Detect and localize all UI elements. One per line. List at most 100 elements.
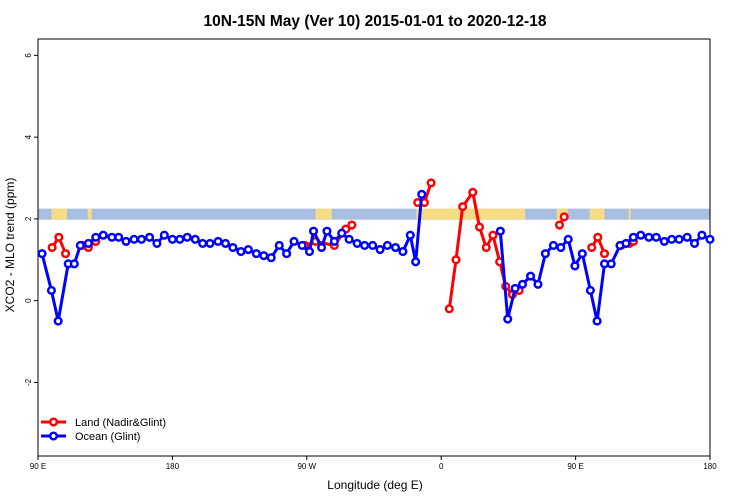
ocean-point xyxy=(570,261,580,271)
ocean-point xyxy=(398,247,408,257)
land-point xyxy=(481,242,491,253)
ocean-point xyxy=(175,234,185,244)
ocean-point xyxy=(682,232,692,242)
chart-title: 10N-15N May (Ver 10) 2015-01-01 to 2020-… xyxy=(204,13,547,30)
plot-frame xyxy=(37,38,711,457)
land-point xyxy=(474,222,485,232)
ocean-point xyxy=(136,234,147,244)
ocean-point xyxy=(510,283,520,293)
ocean-point xyxy=(368,240,378,251)
ocean-point xyxy=(667,234,677,244)
y-tick-label: 0 xyxy=(24,298,33,303)
land-point xyxy=(61,249,71,259)
x-tick-label: 0 xyxy=(439,462,444,471)
legend-land-marker xyxy=(48,417,59,427)
legend-ocean-label: Ocean (Glint) xyxy=(75,431,140,443)
x-tick-label: 90 W xyxy=(297,462,316,471)
ocean-point xyxy=(259,251,269,261)
legend-ocean-marker xyxy=(48,431,59,441)
x-tick-label: 180 xyxy=(166,462,180,471)
ocean-point xyxy=(213,236,223,246)
ocean-point xyxy=(243,244,253,255)
ocean-point xyxy=(495,226,505,236)
ocean-point xyxy=(375,244,385,255)
ocean-point xyxy=(344,234,354,244)
ocean-point xyxy=(563,234,573,244)
map-land-band xyxy=(628,208,631,220)
ocean-point xyxy=(382,240,392,251)
ocean-point xyxy=(114,232,124,242)
ocean-point xyxy=(329,236,339,246)
ocean-point xyxy=(266,253,276,263)
ocean-point xyxy=(592,316,602,326)
land-point xyxy=(426,178,436,188)
ocean-point xyxy=(411,257,421,267)
y-tick-label: 2 xyxy=(24,216,33,221)
ocean-point xyxy=(274,240,284,251)
ocean-point xyxy=(540,249,550,259)
legend-land-label: Land (Nadir&Glint) xyxy=(75,417,166,429)
ocean-point xyxy=(145,232,155,242)
land-point xyxy=(554,220,565,230)
ocean-point xyxy=(628,232,638,242)
ocean-point xyxy=(659,236,669,246)
ocean-point xyxy=(697,230,707,240)
ocean-point xyxy=(689,238,700,248)
land-point xyxy=(54,232,64,242)
y-tick-label: 4 xyxy=(24,134,33,139)
land-point xyxy=(451,255,461,265)
ocean-point xyxy=(46,285,56,295)
x-axis-ticks: 90 E 180 90 W 0 90 E 180 xyxy=(30,456,717,471)
ocean-point xyxy=(360,240,370,251)
ocean-point xyxy=(236,247,246,257)
series-layer xyxy=(37,178,715,326)
ocean-point xyxy=(75,240,85,251)
ocean-point xyxy=(304,247,315,257)
land-point xyxy=(347,220,357,230)
land-point xyxy=(47,242,57,253)
land-point xyxy=(458,202,468,212)
ocean-point xyxy=(228,242,238,253)
ocean-point xyxy=(182,232,192,242)
y-tick-label: 6 xyxy=(24,53,33,58)
ocean-point xyxy=(548,240,558,251)
y-tick-label: -2 xyxy=(24,378,33,386)
ocean-point xyxy=(251,249,261,259)
land-point xyxy=(488,230,498,240)
map-land-band xyxy=(51,208,67,220)
map-strip xyxy=(38,208,710,220)
ocean-point xyxy=(636,230,646,240)
ocean-point xyxy=(121,236,131,246)
ocean-point xyxy=(91,232,101,242)
ocean-point xyxy=(352,238,362,248)
ocean-point xyxy=(220,238,231,248)
legend: Land (Nadir&Glint) Ocean (Glint) xyxy=(41,417,166,443)
x-tick-label: 180 xyxy=(703,462,717,471)
series-ocean xyxy=(37,189,715,326)
ocean-point xyxy=(585,285,595,295)
ocean-point xyxy=(167,234,177,244)
land-point xyxy=(468,187,478,197)
ocean-point xyxy=(705,234,715,244)
ocean-point xyxy=(644,232,654,242)
ocean-point xyxy=(533,279,543,289)
ocean-point xyxy=(651,232,661,242)
ocean-point xyxy=(190,234,200,244)
land-point xyxy=(593,232,603,242)
ocean-point xyxy=(322,226,332,236)
ocean-point xyxy=(159,230,169,240)
map-land-band xyxy=(87,208,92,220)
ocean-point xyxy=(503,314,513,324)
land-point xyxy=(444,304,454,314)
ocean-point xyxy=(526,271,536,281)
ocean-point xyxy=(577,249,587,259)
map-land-band xyxy=(315,208,332,220)
ocean-point xyxy=(621,238,631,248)
ocean-point xyxy=(37,249,47,259)
ocean-point xyxy=(390,242,401,253)
ocean-point xyxy=(606,259,616,269)
y-axis-ticks: -2 0 2 4 6 xyxy=(24,53,38,386)
ocean-point xyxy=(297,240,307,251)
y-axis-label: XCO2 - MLO trend (ppm) xyxy=(3,178,17,313)
